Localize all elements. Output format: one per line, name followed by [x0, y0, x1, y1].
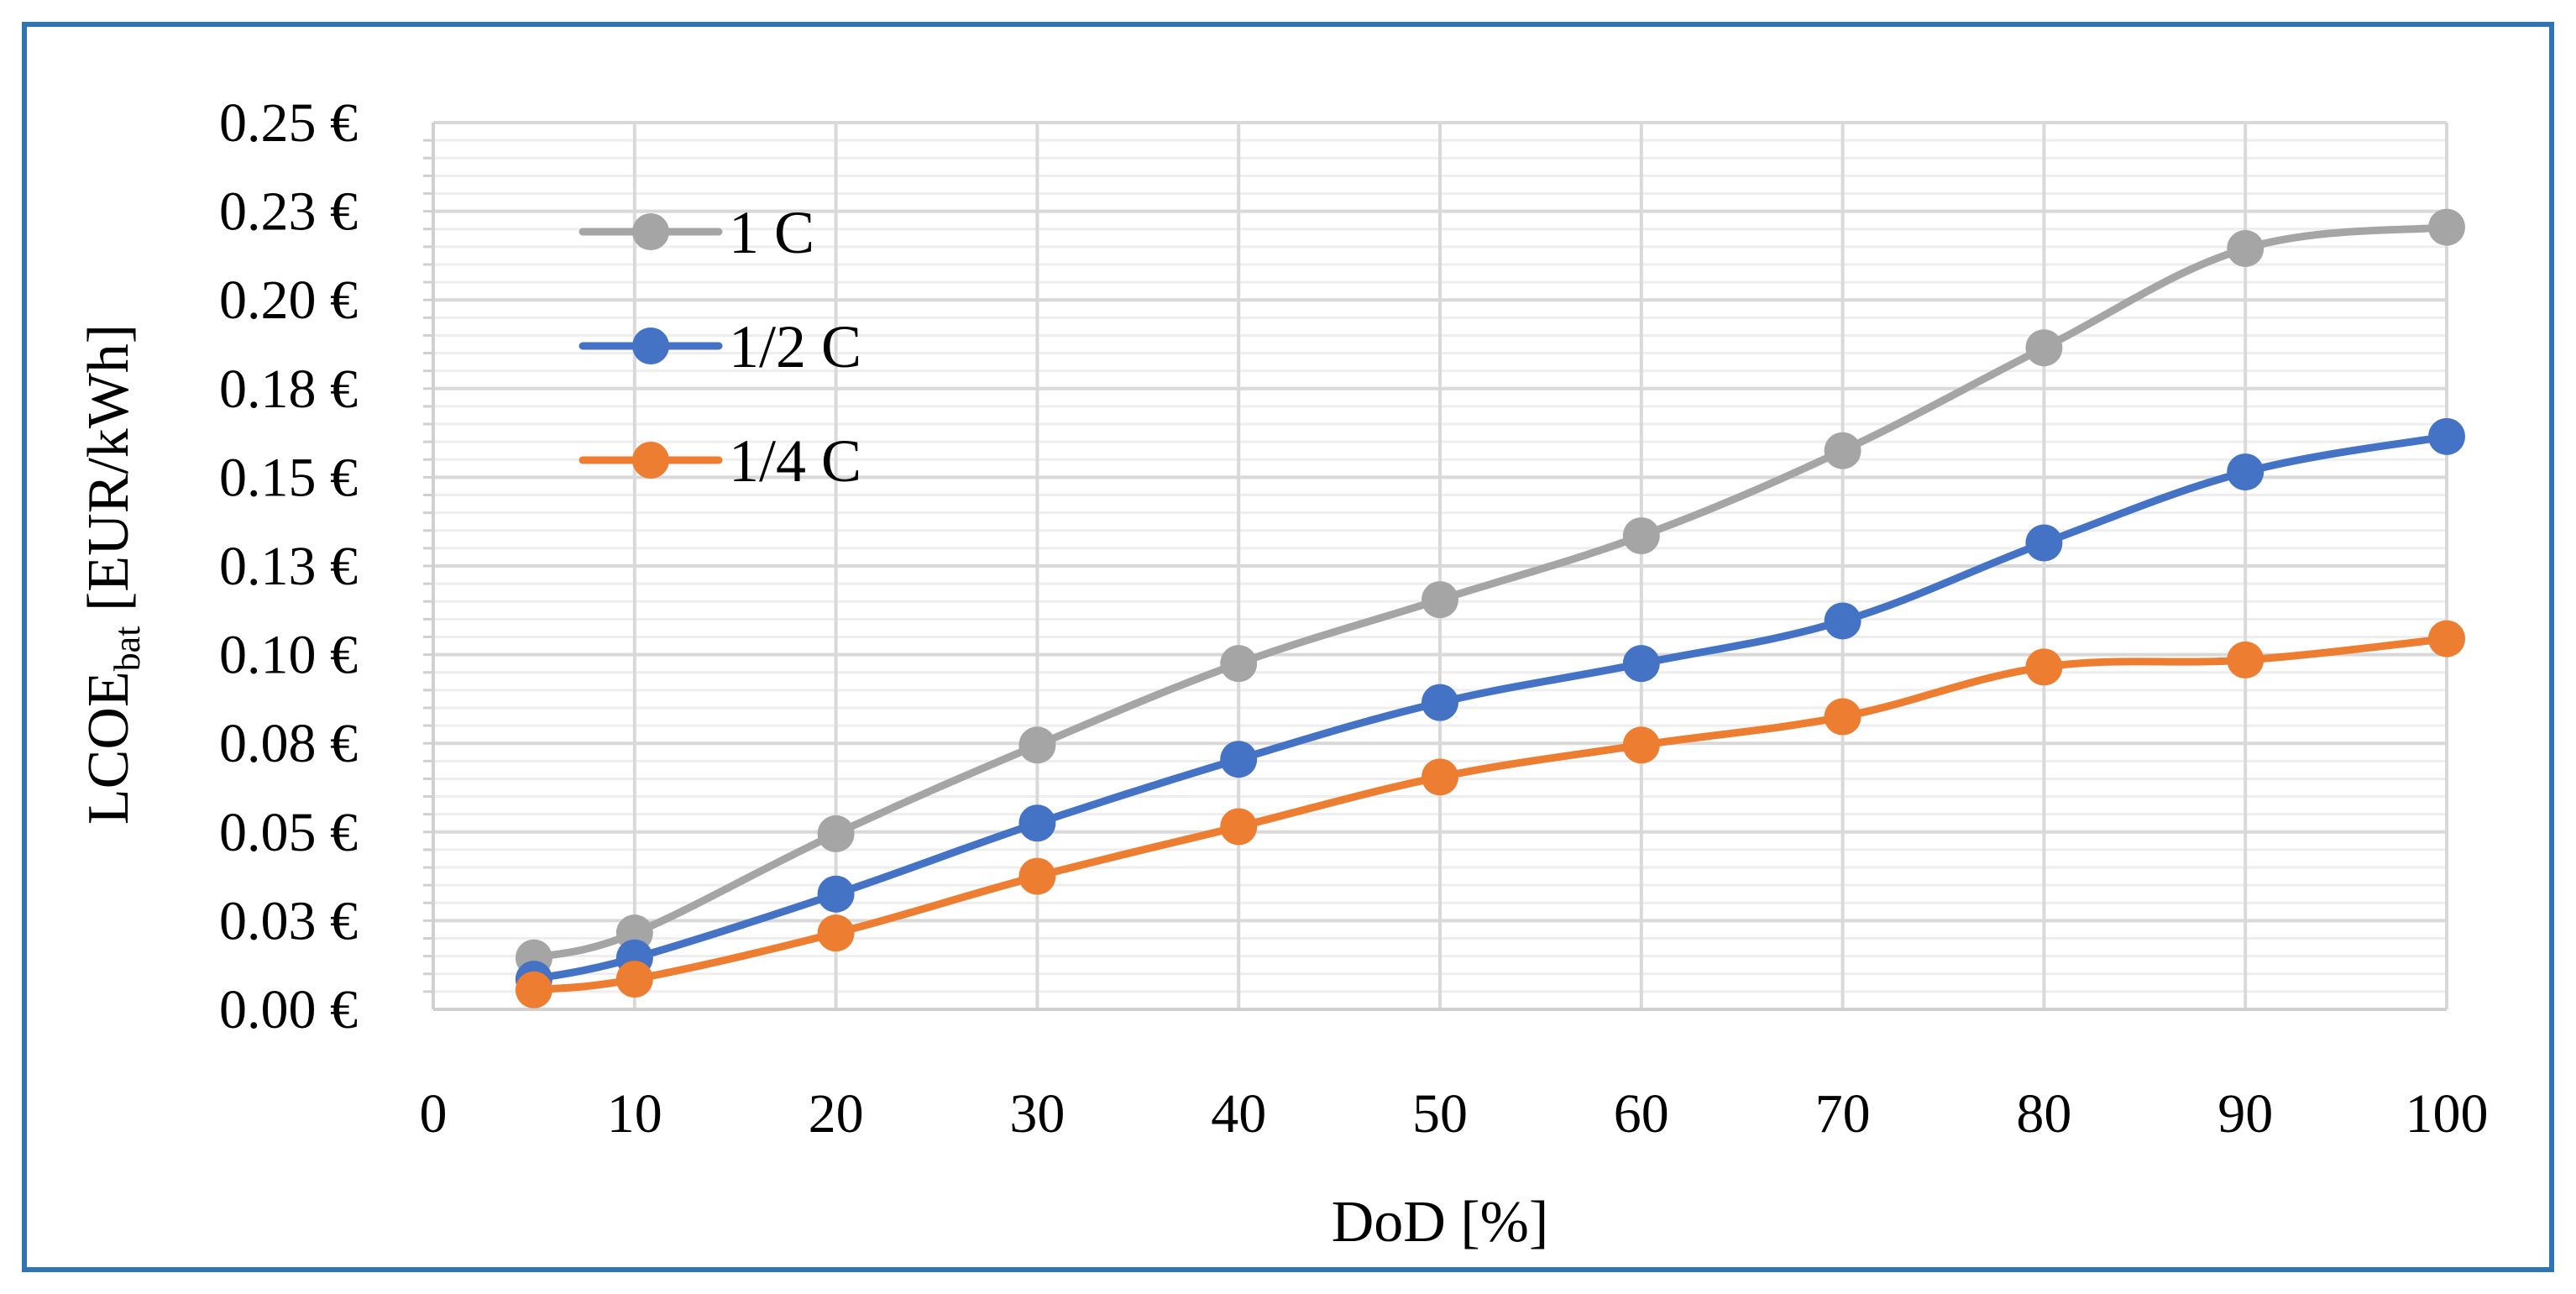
data-point [2227, 229, 2264, 267]
legend-entry-2: 1/2 C [579, 313, 861, 380]
x-tick-label: 30 [1009, 1083, 1065, 1145]
legend-label: 1/4 C [729, 427, 861, 495]
y-tick-label: 0.15 € [219, 447, 358, 508]
data-point [1422, 581, 1458, 619]
y-tick-label: 0.25 € [219, 92, 358, 154]
legend-marker [632, 442, 669, 479]
series-line [530, 432, 2451, 983]
x-tick-label: 0 [420, 1083, 448, 1145]
data-point [2025, 329, 2063, 367]
x-axis-title: DoD [%] [1332, 1190, 1549, 1255]
legend-label: 1/2 C [729, 313, 861, 380]
legend-marker [632, 327, 669, 364]
y-tick-label: 0.18 € [219, 359, 358, 420]
x-tick-label: 20 [809, 1083, 864, 1145]
tick-labels: 0.00 € 0.03 € 0.05 € 0.08 € 0.10 € 0.13 € 0.15… [219, 92, 2489, 1145]
axes [423, 123, 2447, 1011]
legend: 1 C 1/2 C 1/4 C [579, 199, 861, 495]
data-point [1622, 517, 1660, 555]
data-point [1018, 804, 1056, 842]
y-axis-title-unit: [EUR/kWh] [76, 324, 141, 626]
x-tick-label: 90 [2217, 1083, 2273, 1145]
y-tick-label: 0.03 € [219, 890, 358, 951]
y-tick-label: 0.08 € [219, 713, 358, 774]
legend-entry-1: 1 C [579, 199, 814, 266]
x-tick-label: 70 [1815, 1083, 1871, 1145]
data-point [2227, 453, 2264, 491]
y-axis-title-main: LCOE [76, 671, 141, 825]
data-point [2227, 641, 2264, 678]
data-point [1824, 698, 1861, 736]
x-tick-label: 100 [2406, 1083, 2489, 1145]
data-point [1018, 857, 1056, 895]
data-point [2428, 620, 2465, 657]
data-point [1220, 808, 1258, 846]
y-axis-title-subscript: bat [107, 626, 148, 672]
x-tick-label: 60 [1614, 1083, 1669, 1145]
data-point [2025, 524, 2063, 562]
data-point [1824, 432, 1861, 469]
legend-label: 1 C [729, 199, 814, 266]
data-point [2428, 417, 2465, 455]
y-tick-label: 0.00 € [219, 979, 358, 1040]
series [515, 208, 2465, 1008]
y-tick-label: 0.23 € [219, 181, 358, 243]
y-tick-label: 0.10 € [219, 625, 358, 686]
y-tick-label: 0.13 € [219, 536, 358, 597]
y-tick-label: 0.20 € [219, 270, 358, 331]
legend-marker [632, 213, 669, 250]
series-1 [515, 208, 2465, 977]
data-point [1622, 645, 1660, 683]
data-point [1220, 645, 1258, 683]
data-point [515, 971, 552, 1008]
x-tick-label: 10 [607, 1083, 662, 1145]
data-point [1018, 726, 1056, 764]
data-point [817, 815, 855, 852]
data-point [1824, 602, 1861, 640]
data-point [817, 914, 855, 952]
data-point [2428, 208, 2465, 246]
grid [432, 121, 2448, 1011]
data-point [2025, 648, 2063, 686]
data-point [615, 961, 653, 998]
x-tick-label: 80 [2016, 1083, 2071, 1145]
data-point [817, 875, 855, 913]
x-tick-label: 50 [1412, 1083, 1468, 1145]
data-point [1422, 684, 1458, 721]
series-3 [515, 620, 2465, 1008]
x-tick-label: 40 [1211, 1083, 1266, 1145]
y-tick-label: 0.05 € [219, 802, 358, 863]
data-point [1220, 741, 1258, 778]
data-point [1422, 758, 1458, 796]
y-axis-title: LCOEbat [EUR/kWh] [76, 324, 148, 825]
data-point [1622, 726, 1660, 764]
legend-entry-3: 1/4 C [579, 427, 861, 495]
